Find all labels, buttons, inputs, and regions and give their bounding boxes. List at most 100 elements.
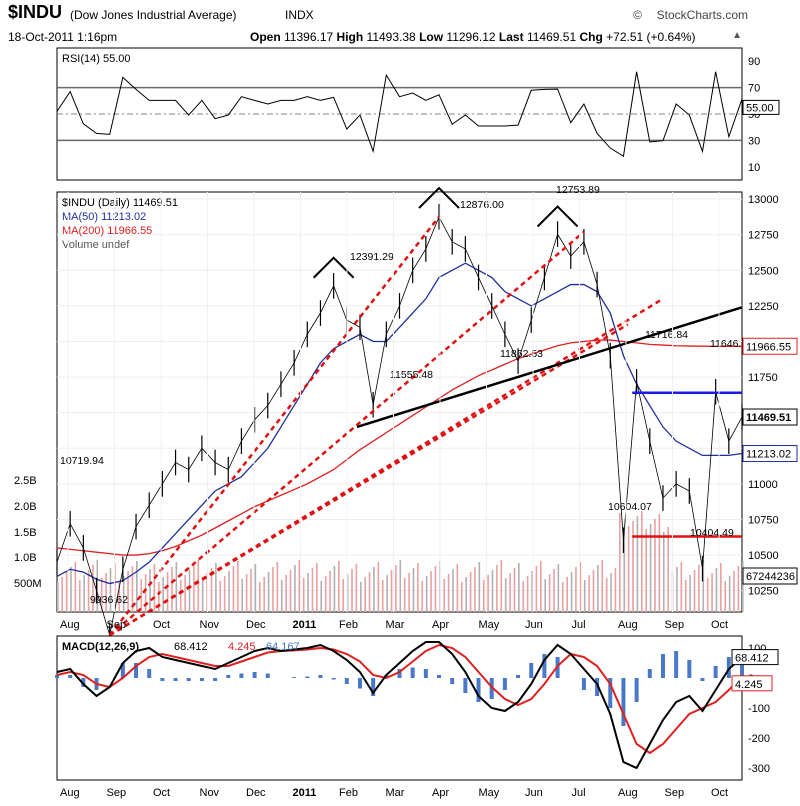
macd-x-tick-label: Oct — [153, 787, 170, 799]
volume-tick-label: 1.0B — [14, 552, 37, 564]
rsi-label: RSI(14) 55.00 — [62, 53, 130, 65]
volume-bar — [570, 572, 573, 612]
volume-bar — [237, 561, 239, 612]
macd-histogram-bar — [160, 678, 165, 681]
volume-bar — [482, 580, 485, 612]
price-tick-label: 12750 — [748, 230, 779, 242]
macd-histogram-bar — [371, 678, 376, 696]
volume-bar — [684, 580, 687, 612]
macd-histogram-bar — [608, 678, 613, 708]
volume-bar — [575, 567, 577, 612]
volume-bar — [338, 561, 340, 612]
volume-bar — [280, 580, 283, 612]
macd-x-tick-label: Jul — [572, 787, 586, 799]
volume-bar — [294, 565, 296, 612]
rsi-tick-label: 10 — [748, 162, 760, 174]
macd-histogram-bar — [213, 678, 218, 681]
volume-bar — [632, 521, 634, 612]
macd-histogram-bar — [713, 666, 718, 678]
volume-bar — [359, 582, 362, 612]
symbol-title: $INDU — [8, 2, 63, 22]
volume-bar — [561, 582, 564, 612]
volume-bar — [201, 578, 204, 612]
volume-bar — [676, 567, 678, 612]
volume-bar — [557, 564, 560, 612]
collapse-icon[interactable]: ▲ — [732, 30, 742, 41]
macd-histogram-bar — [397, 669, 402, 678]
macd-histogram-bar — [740, 658, 744, 678]
volume-bar — [355, 564, 358, 612]
macd-histogram-bar — [199, 678, 204, 681]
volume-bar — [417, 563, 419, 612]
rsi-value-box — [742, 99, 780, 115]
macd-tick-label: -300 — [748, 763, 770, 775]
volume-bar — [272, 567, 274, 612]
volume-bar — [144, 574, 147, 612]
volume-bar — [175, 562, 178, 612]
x-tick-label: Jun — [525, 619, 543, 631]
volume-bar — [65, 572, 68, 612]
high-label: High — [336, 30, 364, 44]
macd-histogram-bar — [265, 673, 270, 678]
peak-marker — [536, 205, 579, 228]
volume-bar — [105, 573, 107, 612]
volume-bar — [491, 570, 494, 612]
volume-bar — [307, 573, 309, 612]
value-box-text: 11966.55 — [746, 341, 791, 353]
macd-x-tick-label: Feb — [339, 787, 358, 799]
volume-bar — [715, 568, 718, 612]
quote-date: 18-Oct-2011 1:16pm — [8, 30, 118, 44]
open-label: Open — [250, 30, 281, 44]
volume-bar — [737, 566, 740, 612]
x-tick-label: Oct — [711, 619, 728, 631]
volume-bar — [320, 581, 323, 612]
macd-histogram-bar — [581, 678, 586, 690]
volume-bar — [364, 577, 366, 612]
signal-value-text: 4.245 — [735, 679, 763, 691]
macd-histogram-bar — [502, 678, 507, 690]
x-tick-label: Aug — [618, 619, 638, 631]
price-annotation: 11555.48 — [390, 369, 433, 381]
macd-x-tick-label: 2011 — [293, 787, 317, 799]
trendline-dashed — [108, 230, 585, 637]
volume-bar — [447, 574, 450, 612]
macd-x-tick-label: Nov — [200, 787, 220, 799]
macd-histogram-bar — [173, 678, 178, 681]
price-tick-label: 11000 — [748, 479, 778, 491]
volume-bar — [346, 574, 349, 612]
macd-panel-frame — [56, 635, 743, 781]
chg-value: +72.51 (+0.64%) — [606, 30, 696, 44]
volume-bar — [474, 567, 476, 612]
macd-histogram-bar — [542, 654, 547, 678]
volume-bar — [258, 582, 261, 612]
volume-bar — [118, 581, 121, 612]
volume-bar — [654, 519, 656, 612]
signal-line — [56, 643, 743, 755]
volume-bar — [333, 566, 336, 612]
open-value: 11396.17 — [284, 30, 334, 44]
volume-bar — [399, 560, 402, 612]
volume-bar — [513, 568, 516, 612]
price-legend-item: MA(200) 11966.55 — [62, 225, 152, 237]
value-box — [742, 408, 798, 426]
value-box — [742, 445, 798, 463]
volume-bar — [636, 516, 639, 612]
volume-bar — [377, 562, 380, 612]
macd-histogram-bar — [134, 663, 139, 678]
volume-bar — [412, 568, 415, 612]
macd-histogram-bar — [595, 678, 600, 696]
volume-bar — [592, 570, 595, 612]
x-tick-label: Sep — [665, 619, 685, 631]
price-annotation: 9936.62 — [90, 594, 128, 606]
volume-bar — [122, 576, 125, 612]
volume-bar — [623, 531, 626, 612]
volume-bar — [245, 574, 248, 612]
volume-bar — [706, 578, 709, 612]
macd-tick-label: -200 — [748, 733, 770, 745]
price-tick-label: 10750 — [748, 514, 779, 526]
volume-bar — [100, 578, 103, 612]
volume-bar — [430, 571, 432, 612]
macd-value-box — [731, 649, 779, 666]
volume-bar — [566, 577, 568, 612]
volume-bar — [215, 563, 217, 612]
